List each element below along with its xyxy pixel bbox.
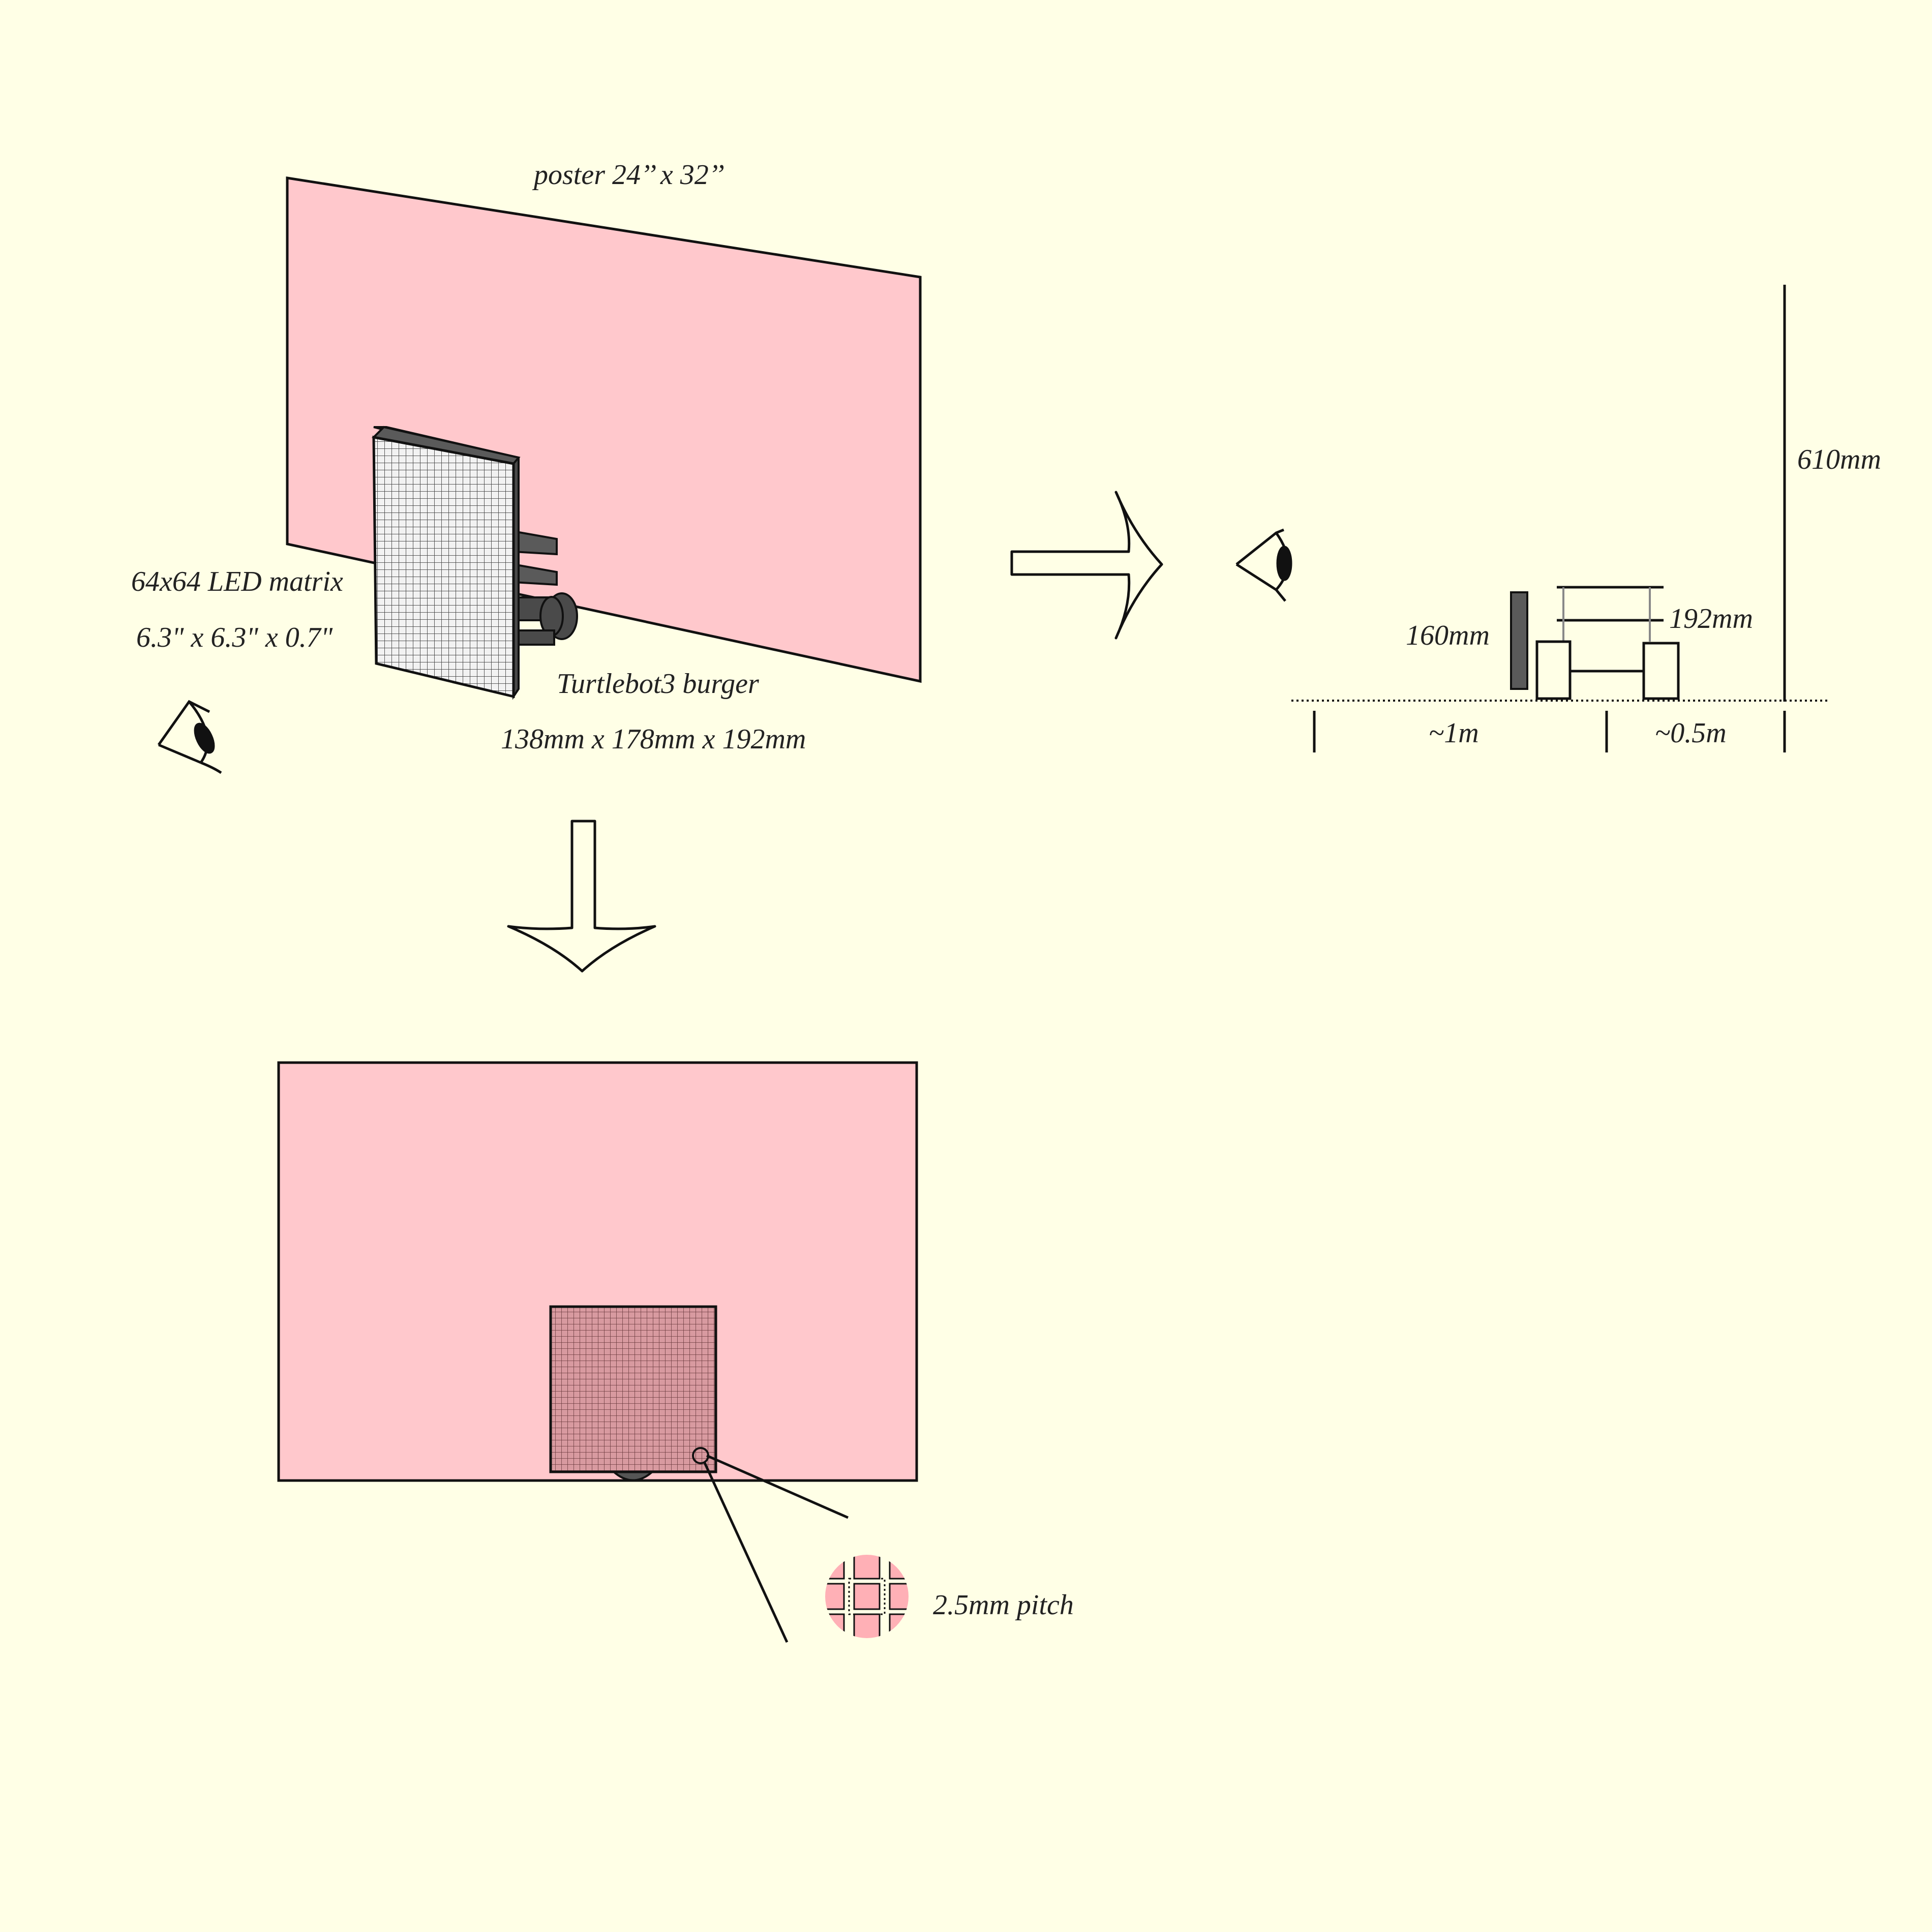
eye-icon (1235, 528, 1292, 602)
front-view: 2.5mm pitch (277, 1061, 1074, 1643)
matrix-name-label: 64x64 LED matrix (131, 566, 343, 597)
robot-height-label: 192mm (1669, 603, 1753, 635)
pitch-label: 2.5mm pitch (933, 1589, 1074, 1621)
led-matrix-perspective (371, 426, 521, 700)
eye-icon (157, 700, 222, 774)
matrix-size-label: 6.3" x 6.3" x 0.7" (136, 622, 333, 653)
magnifier-detail-icon (825, 1555, 909, 1638)
viewer-distance-label: ~1m (1429, 717, 1479, 749)
poster-height-label: 610mm (1797, 444, 1881, 475)
poster-label: poster 24’’ x 32’’ (532, 159, 725, 191)
robot-size-label: 138mm x 178mm x 192mm (501, 723, 806, 755)
led-matrix-front (549, 1305, 717, 1473)
side-view: 610mm 160mm 192mm ~1m ~0.5m (1235, 285, 1881, 752)
matrix-side (1510, 591, 1528, 690)
perspective-view: poster 24’’ x 32’’ 64x64 LED matrix 6.3"… (131, 159, 922, 774)
robot-side (1535, 586, 1680, 700)
arrow-down-icon (507, 820, 656, 973)
arrow-right-icon (1010, 491, 1163, 640)
robot-name-label: Turtlebot3 burger (557, 668, 759, 700)
matrix-height-label: 160mm (1406, 620, 1490, 651)
poster-distance-label: ~0.5m (1655, 717, 1727, 749)
